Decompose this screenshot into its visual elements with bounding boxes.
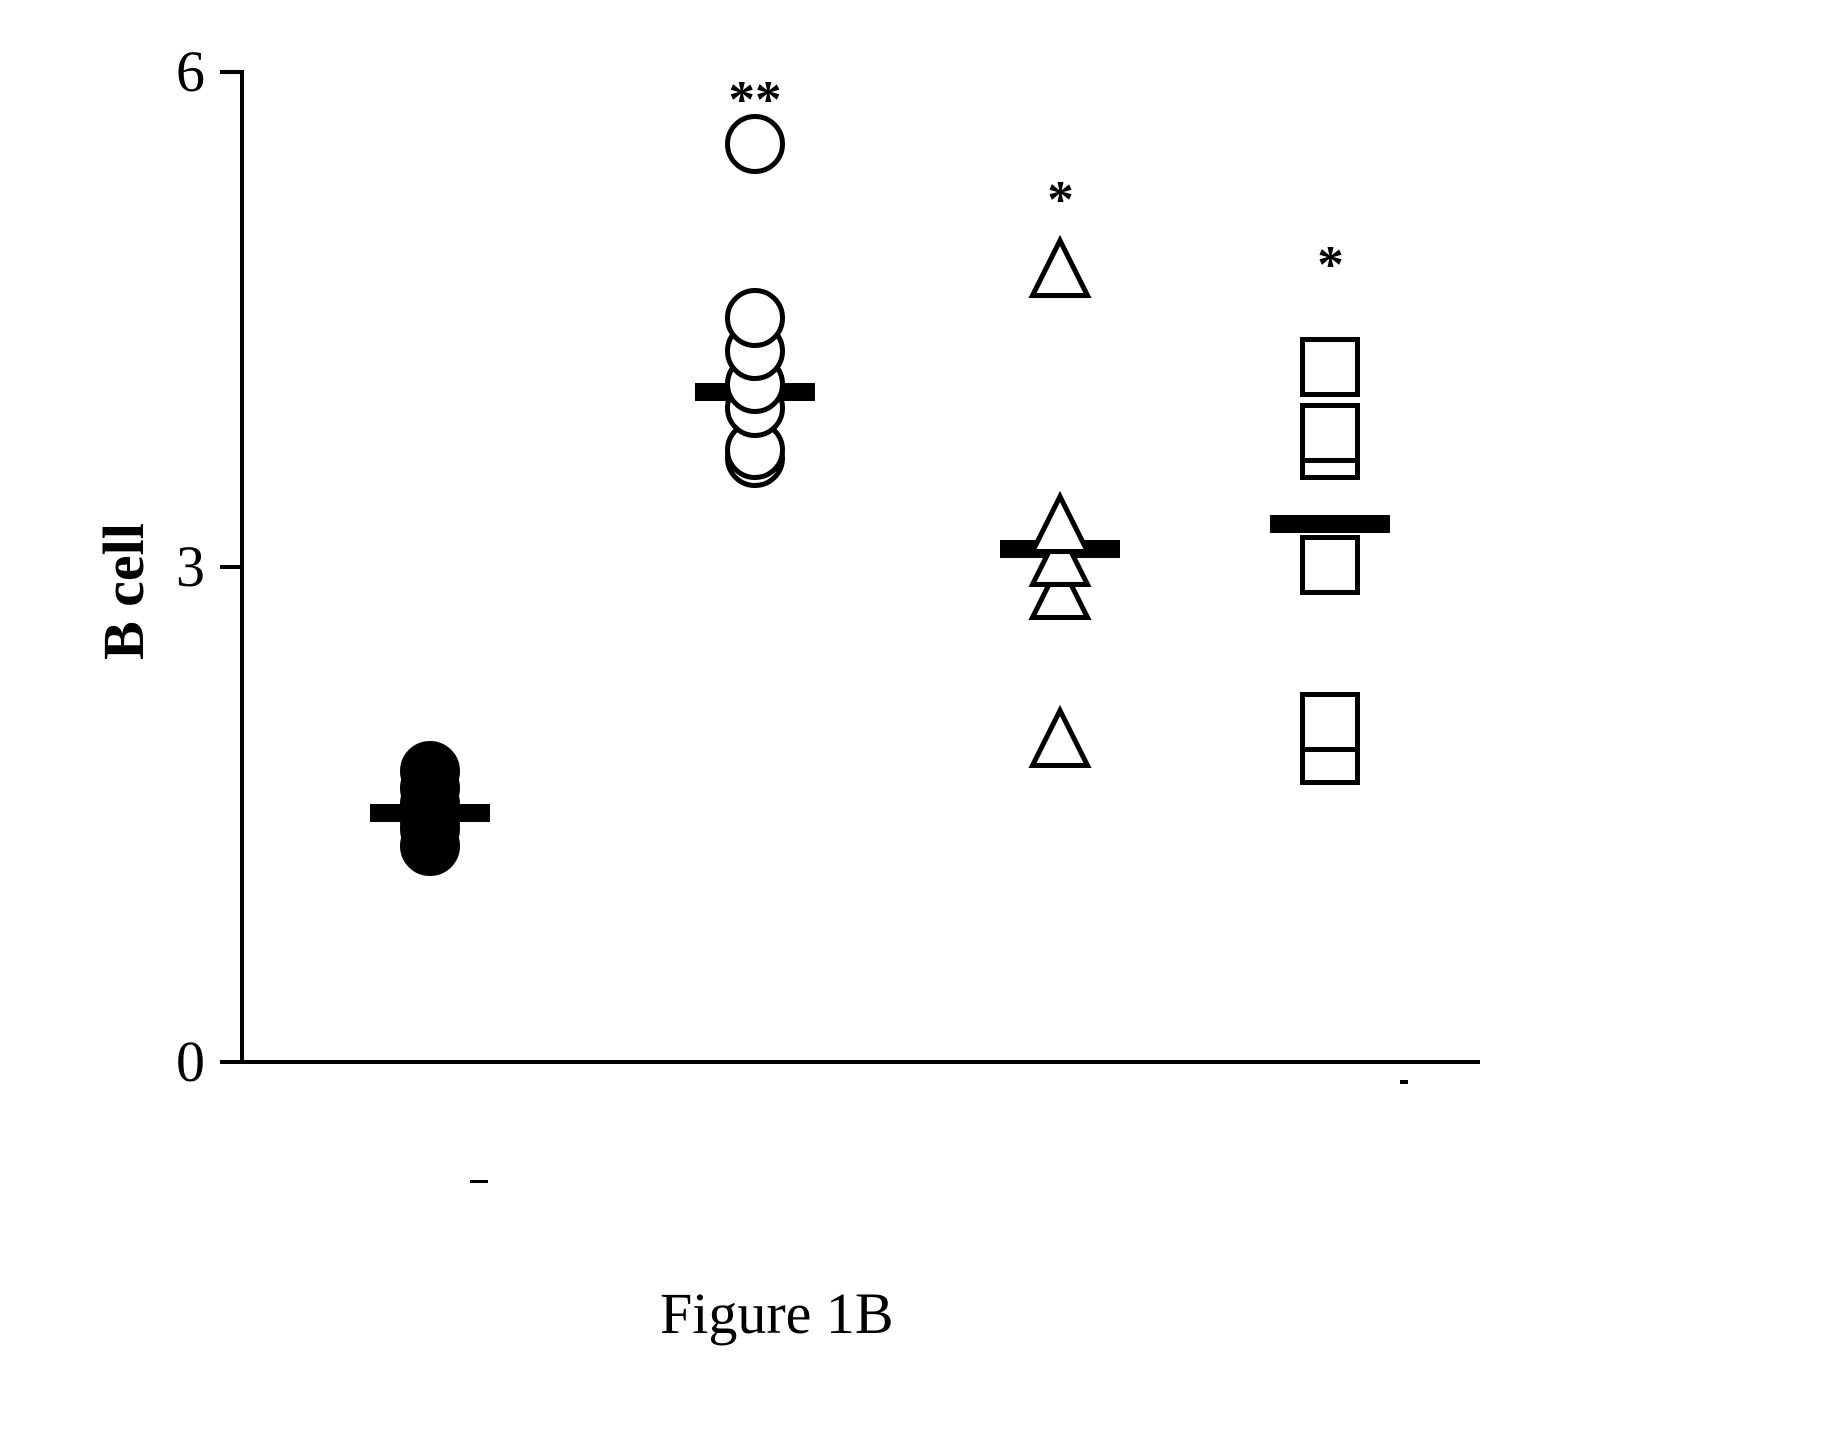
bcell-scatter-chart: B cell 6 3 0 ** * * Figure 1B bbox=[0, 0, 1841, 1446]
significance-group-4: * bbox=[1313, 235, 1348, 295]
stray-mark bbox=[470, 1180, 488, 1183]
data-point bbox=[1300, 692, 1360, 752]
data-point bbox=[1030, 708, 1090, 768]
y-axis-line bbox=[240, 70, 244, 1064]
data-point bbox=[1300, 337, 1360, 397]
ytick-6 bbox=[220, 70, 240, 74]
stray-dot bbox=[1400, 1080, 1408, 1084]
ytick-label-6: 6 bbox=[150, 38, 205, 105]
ytick-3 bbox=[220, 565, 240, 569]
data-point bbox=[1030, 238, 1090, 298]
figure-caption: Figure 1B bbox=[660, 1280, 894, 1347]
ytick-label-3: 3 bbox=[150, 533, 205, 600]
ytick-0 bbox=[220, 1060, 240, 1064]
data-point bbox=[1030, 494, 1090, 554]
significance-group-3: * bbox=[1043, 170, 1078, 230]
data-point bbox=[1300, 535, 1360, 595]
data-point bbox=[1300, 403, 1360, 463]
ytick-label-0: 0 bbox=[150, 1028, 205, 1095]
data-point bbox=[725, 288, 785, 348]
data-point bbox=[725, 114, 785, 174]
median-bar-group-4 bbox=[1270, 515, 1390, 533]
x-axis-line bbox=[240, 1060, 1480, 1064]
data-point bbox=[400, 741, 460, 801]
y-axis-label: B cell bbox=[90, 523, 157, 660]
